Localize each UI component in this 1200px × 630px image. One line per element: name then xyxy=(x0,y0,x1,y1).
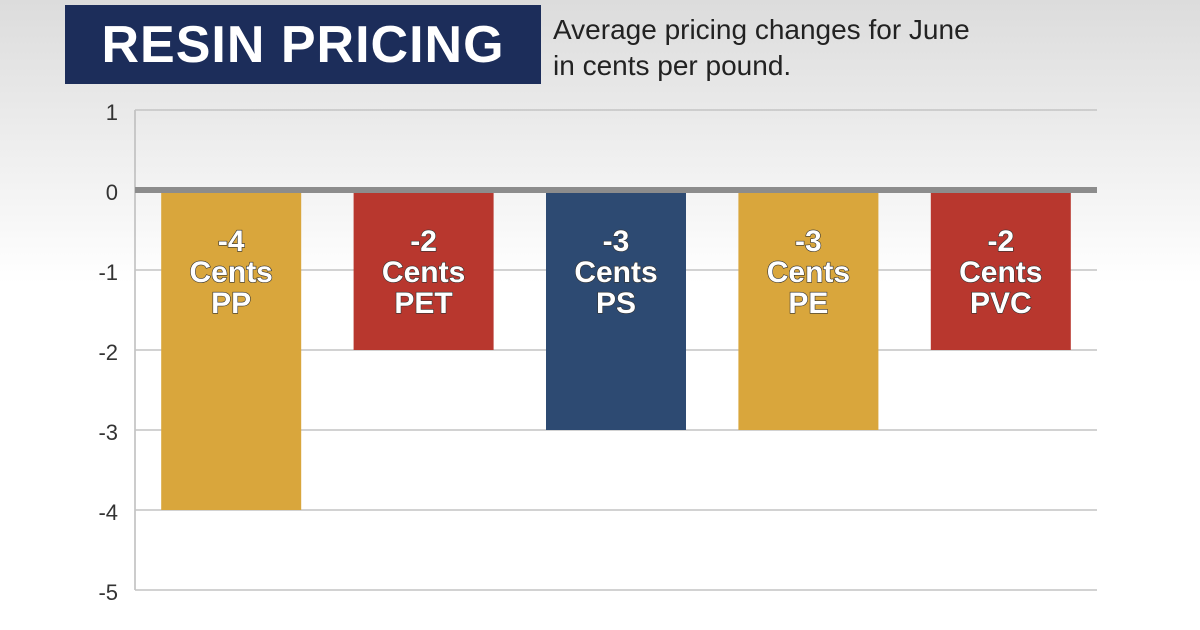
category-label: PVC xyxy=(970,287,1032,320)
y-tick-label: -4 xyxy=(98,500,118,525)
unit-label: Cents xyxy=(574,256,657,289)
category-label: PET xyxy=(394,287,452,320)
bar xyxy=(353,193,494,350)
chart-title: RESIN PRICING xyxy=(65,5,541,84)
unit-label: Cents xyxy=(382,256,465,289)
unit-label: Cents xyxy=(959,256,1042,289)
bar xyxy=(930,193,1071,350)
value-label: -3 xyxy=(795,225,822,258)
category-label: PP xyxy=(211,287,251,320)
bar xyxy=(161,193,302,510)
chart-subtitle: Average pricing changes for June in cent… xyxy=(553,14,970,81)
value-label: -3 xyxy=(603,225,630,258)
category-label: PE xyxy=(788,287,828,320)
y-tick-label: 1 xyxy=(106,100,118,125)
value-label: -2 xyxy=(410,225,437,258)
unit-label: Cents xyxy=(190,256,273,289)
y-tick-label: -5 xyxy=(98,580,118,605)
y-tick-label: -1 xyxy=(98,260,118,285)
value-label: -2 xyxy=(987,225,1014,258)
category-label: PS xyxy=(596,287,636,320)
unit-label: Cents xyxy=(767,256,850,289)
value-label: -4 xyxy=(218,225,245,258)
bar xyxy=(738,193,879,430)
y-tick-label: -2 xyxy=(98,340,118,365)
y-tick-label: 0 xyxy=(106,180,118,205)
bar xyxy=(546,193,686,430)
y-tick-label: -3 xyxy=(98,420,118,445)
